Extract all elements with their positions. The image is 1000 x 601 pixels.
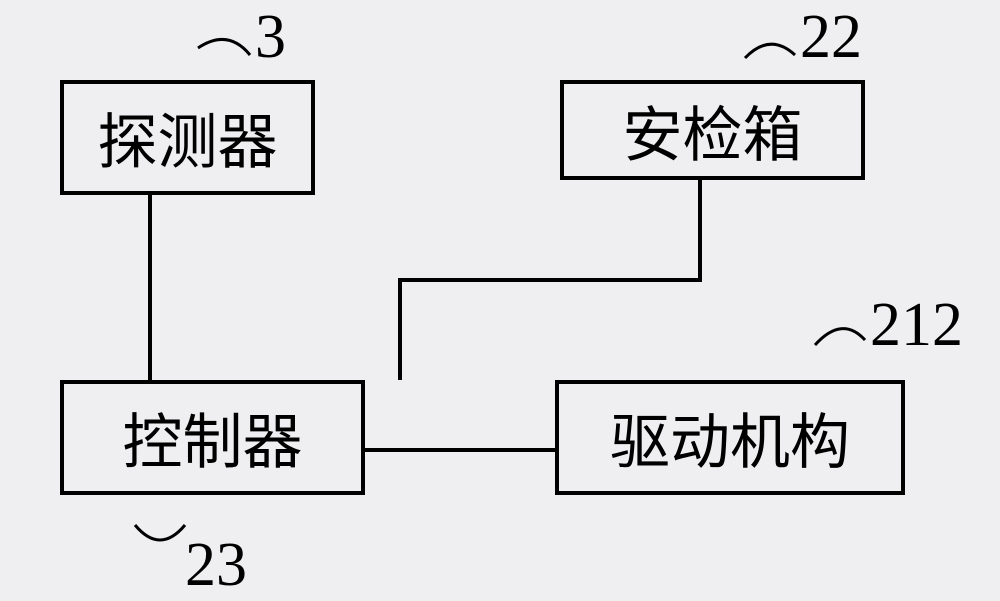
box-detector-label: 探测器 [98,94,278,181]
label-driver-number: 212 [870,290,963,361]
box-controller: 控制器 [60,380,365,495]
box-scanner-label: 安检箱 [623,87,803,174]
label-scanner-number: 22 [800,2,862,73]
box-detector: 探测器 [60,80,315,195]
leader-curve [745,44,795,58]
label-controller-number: 23 [185,530,247,601]
diagram-stage: 探测器 安检箱 控制器 驱动机构 3 22 212 23 [0,0,1000,596]
label-detector-number: 3 [255,2,286,73]
leader-curve [815,329,865,345]
label-detector-number-text: 3 [255,3,286,71]
label-driver-number-text: 212 [870,291,963,359]
box-driver: 驱动机构 [555,380,905,495]
label-controller-number-text: 23 [185,531,247,599]
box-driver-label: 驱动机构 [610,394,850,481]
box-scanner: 安检箱 [560,80,865,180]
box-controller-label: 控制器 [123,394,303,481]
label-scanner-number-text: 22 [800,3,862,71]
leader-curve [198,39,250,55]
leader-curve [135,525,185,540]
connector [400,180,700,380]
